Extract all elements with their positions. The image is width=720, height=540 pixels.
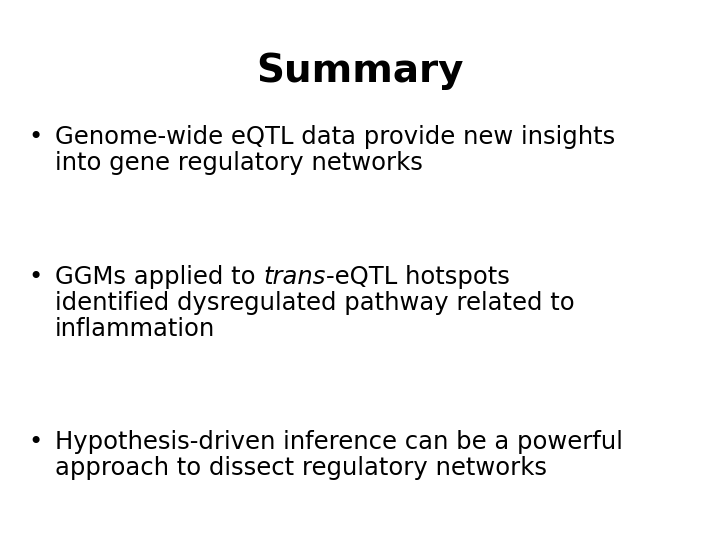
Text: trans: trans <box>264 265 325 289</box>
Text: •: • <box>28 430 42 454</box>
Text: Hypothesis-driven inference can be a powerful: Hypothesis-driven inference can be a pow… <box>55 430 623 454</box>
Text: Summary: Summary <box>256 52 464 90</box>
Text: identified dysregulated pathway related to: identified dysregulated pathway related … <box>55 291 575 315</box>
Text: -eQTL hotspots: -eQTL hotspots <box>325 265 510 289</box>
Text: approach to dissect regulatory networks: approach to dissect regulatory networks <box>55 456 547 480</box>
Text: •: • <box>28 265 42 289</box>
Text: GGMs applied to: GGMs applied to <box>55 265 264 289</box>
Text: inflammation: inflammation <box>55 317 215 341</box>
Text: •: • <box>28 125 42 149</box>
Text: into gene regulatory networks: into gene regulatory networks <box>55 151 423 175</box>
Text: Genome-wide eQTL data provide new insights: Genome-wide eQTL data provide new insigh… <box>55 125 616 149</box>
